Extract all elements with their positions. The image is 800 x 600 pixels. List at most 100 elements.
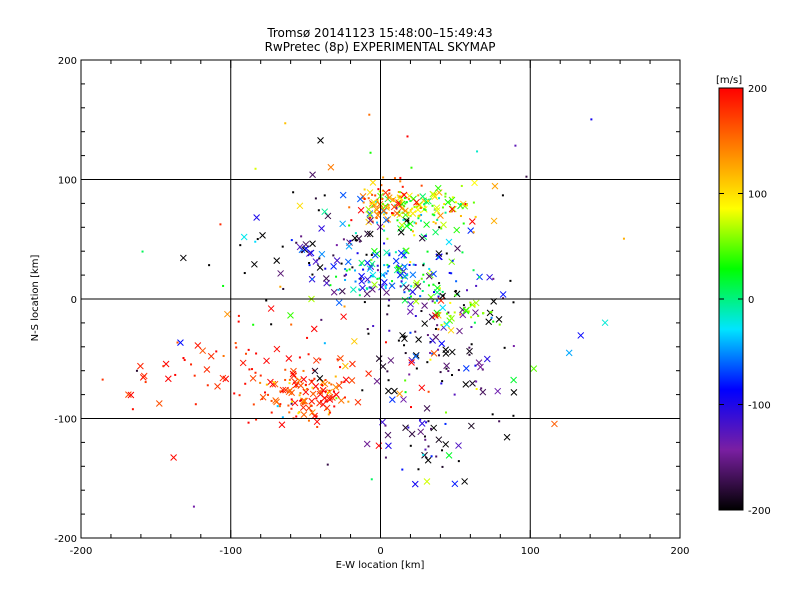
data-point [475,387,478,390]
data-point [364,230,371,238]
data-point [447,311,450,314]
data-point [219,223,222,226]
data-point [510,389,518,396]
data-point [393,177,396,180]
data-point [384,424,387,427]
data-point [408,430,416,438]
data-point [311,278,314,281]
data-point [565,349,573,357]
data-point [475,380,478,383]
data-point [438,354,441,357]
data-point [474,364,477,367]
data-point [449,301,452,304]
data-point [468,301,476,309]
data-point [400,280,403,283]
data-point [304,383,307,386]
data-point [342,238,345,241]
data-point [482,312,485,315]
data-point [323,404,331,412]
data-point [284,122,287,125]
data-point [415,222,418,225]
data-point [489,311,492,314]
data-point [259,374,262,377]
data-point [454,245,461,252]
data-point [300,411,308,418]
data-point [401,468,404,471]
data-point [401,296,409,304]
data-point [237,320,240,323]
data-point [320,318,323,321]
data-point [366,210,374,217]
data-point [367,197,370,200]
data-point [444,211,447,214]
data-point [253,214,260,221]
data-point [239,359,247,367]
data-point [437,348,440,351]
data-point [436,299,439,302]
data-point [441,449,444,452]
data-point [308,252,311,255]
data-point [292,191,295,194]
data-points [101,113,625,508]
data-point [337,288,340,291]
data-point [247,348,250,351]
data-point [423,405,431,412]
data-point [472,201,475,204]
data-point [354,232,357,235]
data-point [371,281,378,289]
data-point [343,274,346,277]
data-point [265,383,268,386]
data-point [333,257,341,264]
data-point [471,179,478,187]
data-point [324,378,327,381]
data-point [377,188,380,191]
data-point [408,289,411,292]
data-point [383,242,386,245]
data-point [282,386,289,394]
data-point [421,320,429,327]
data-point [366,328,369,331]
data-point [420,310,423,313]
data-point [316,375,324,382]
data-point [342,362,349,370]
data-point [406,220,414,228]
data-point [301,397,308,405]
data-point [590,118,593,121]
data-point [291,400,294,403]
data-point [382,176,385,179]
data-point [316,399,323,407]
data-point [224,310,231,318]
data-point [431,312,439,319]
data-point [321,208,329,216]
data-point [305,404,313,412]
data-point [332,383,340,391]
data-point [441,290,444,293]
data-point [320,383,323,386]
data-point [378,211,381,214]
data-point [411,207,414,210]
data-point [426,334,429,337]
y-axis-label: N-S location [km] [30,255,41,342]
data-point [369,202,372,205]
data-point [365,287,368,290]
data-point [448,348,456,356]
data-point [490,217,498,225]
data-point [371,193,374,196]
data-point [270,399,273,402]
data-point [426,250,429,253]
data-point [421,289,424,292]
data-point [415,336,422,343]
data-point [301,403,304,406]
data-point [396,219,399,222]
data-point [339,220,347,228]
data-point [403,344,406,347]
data-point [388,329,391,332]
data-point [364,259,371,267]
data-point [406,308,414,316]
data-point [312,392,315,395]
data-point [459,200,467,208]
data-point [279,285,282,288]
data-point [466,204,469,207]
data-point [409,199,412,202]
data-point [411,480,419,488]
